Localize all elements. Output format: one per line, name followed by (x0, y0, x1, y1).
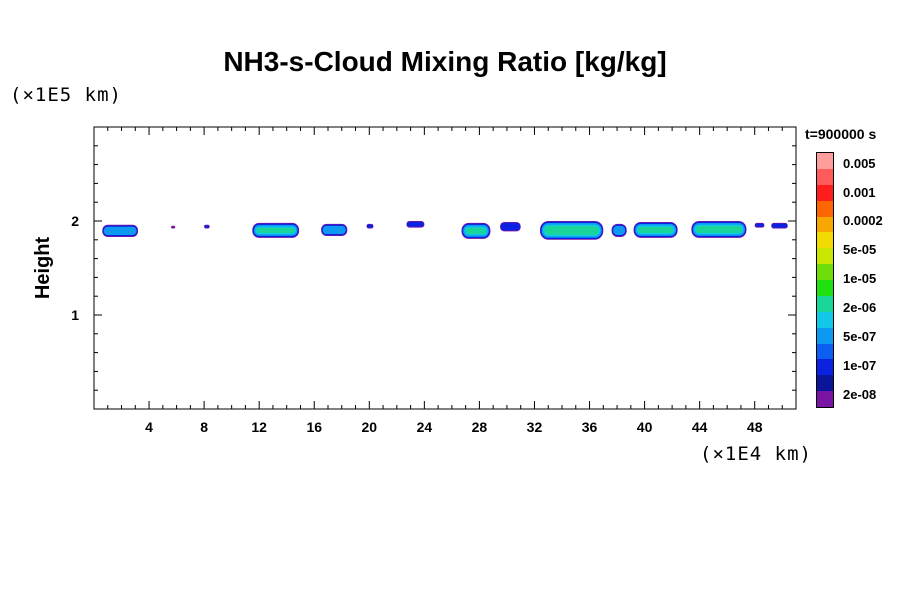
colorbar-label: 0.001 (843, 185, 876, 200)
x-tick-label: 24 (417, 419, 433, 435)
cloud-contour (103, 226, 137, 235)
cloud-contour (544, 226, 599, 235)
colorbar-swatch (817, 343, 833, 360)
cloud-region (321, 223, 348, 237)
colorbar-swatch (817, 280, 833, 296)
cloud-contour (256, 227, 295, 233)
colorbar-label: 0.0002 (843, 213, 883, 228)
colorbar-label: 2e-08 (843, 387, 877, 402)
cloud-contour (771, 223, 788, 228)
colorbar-label: 0.005 (843, 156, 876, 171)
cloud-region (633, 221, 678, 238)
colorbar-swatch (817, 375, 833, 392)
cloud-contour (367, 224, 373, 228)
x-tick-label: 36 (582, 419, 598, 435)
cloud-region (500, 221, 521, 232)
colorbar-swatch (817, 264, 833, 280)
colorbar-swatch (817, 216, 833, 233)
cloud-contour (695, 226, 742, 233)
colorbar-label: 1e-07 (843, 358, 877, 373)
plot-frame (93, 126, 797, 410)
colorbar-label: 5e-07 (843, 329, 877, 344)
cloud-contour (204, 225, 210, 228)
cloud-contour (755, 223, 764, 227)
colorbar-swatch (817, 391, 833, 407)
x-tick-label: 40 (637, 419, 653, 435)
cloud-region (754, 222, 765, 228)
x-tick-label: 12 (251, 419, 267, 435)
colorbar-label: 5e-05 (843, 242, 877, 257)
x-tick-label: 48 (747, 419, 763, 435)
y-tick-label: 1 (71, 307, 79, 323)
colorbar-label: 2e-06 (843, 300, 877, 315)
colorbar-swatch (817, 327, 833, 344)
cloud-contour (171, 225, 176, 229)
colorbar-label: 1e-05 (843, 271, 877, 286)
colorbar-swatch (817, 311, 833, 328)
cloud-contour (407, 221, 424, 227)
y-tick-label: 2 (71, 213, 79, 229)
x-tick-label: 4 (145, 419, 153, 435)
cloud-region (611, 223, 627, 237)
colorbar-swatch (817, 184, 833, 201)
cloud-contour (613, 225, 626, 235)
cloud-region (204, 224, 210, 229)
x-tick-label: 32 (527, 419, 543, 435)
cloud-region (406, 221, 425, 228)
cloud-region (539, 221, 604, 240)
cloud-contour (466, 227, 486, 234)
cloud-region (366, 223, 374, 229)
cloud-contour (322, 225, 346, 235)
colorbar-swatch (817, 295, 833, 312)
x-tick-label: 16 (306, 419, 322, 435)
cloud-contour (638, 226, 674, 233)
cloud-region (171, 225, 176, 229)
x-axis-scale-label: (×1E4 km) (700, 443, 812, 465)
colorbar-swatch (817, 359, 833, 376)
cloud-region (771, 222, 788, 229)
cloud-regions (102, 221, 788, 240)
colorbar-swatch (817, 153, 833, 169)
colorbar-swatch (817, 232, 833, 249)
x-tick-label: 28 (472, 419, 488, 435)
colorbar (816, 152, 834, 408)
colorbar-swatch (817, 200, 833, 217)
x-tick-label: 8 (200, 419, 208, 435)
colorbar-swatch (817, 248, 833, 265)
cloud-region (461, 222, 491, 239)
cloud-region (252, 222, 300, 238)
time-label: t=900000 s (805, 126, 877, 142)
x-tick-label: 20 (362, 419, 378, 435)
cloud-region (102, 224, 139, 237)
colorbar-swatch (817, 168, 833, 185)
cloud-region (691, 221, 747, 238)
y-axis-label: Height (32, 237, 54, 300)
chart-title: NH3-s-Cloud Mixing Ratio [kg/kg] (223, 46, 667, 77)
cloud-contour (500, 222, 521, 231)
y-axis-scale-label: (×1E5 km) (10, 84, 122, 106)
x-tick-label: 44 (692, 419, 708, 435)
